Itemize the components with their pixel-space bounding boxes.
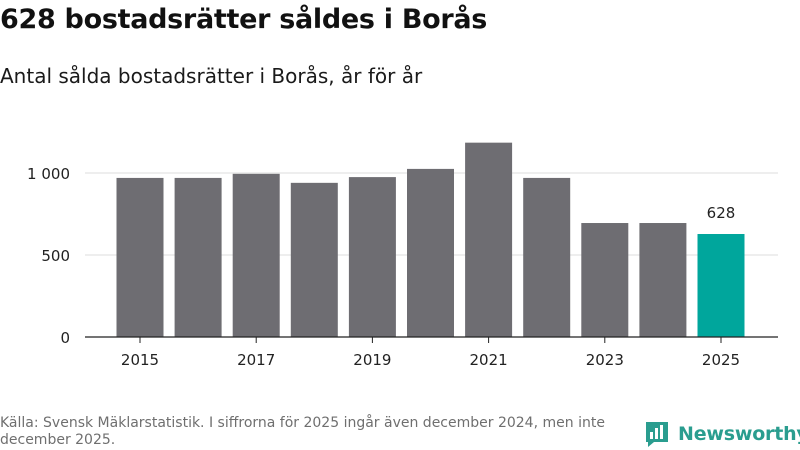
x-tick-label: 2023	[586, 351, 624, 369]
bar-2024	[639, 223, 687, 337]
bar-2022	[523, 177, 571, 337]
brand-logo: Newsworthy	[644, 420, 800, 448]
bar-2020	[407, 168, 454, 337]
bar-2023	[581, 223, 629, 337]
chart-title: 628 bostadsrätter såldes i Borås	[0, 4, 488, 35]
x-tick-label: 2019	[353, 351, 391, 369]
value-label: 628	[707, 204, 736, 222]
x-tick-label: 2015	[121, 351, 159, 369]
y-tick-label: 0	[60, 329, 70, 347]
bar-chart: 0 500 1 000 628 2015 2017 2019 2021 2023 2025	[27, 142, 778, 369]
y-tick-label: 500	[41, 247, 70, 265]
x-tick-label: 2017	[237, 351, 275, 369]
y-tick-label: 1 000	[27, 165, 70, 183]
bar-2019	[348, 177, 396, 337]
chart-subtitle: Antal sålda bostadsrätter i Borås, år fö…	[0, 64, 423, 88]
x-tick-label: 2025	[702, 351, 740, 369]
x-tick-label: 2021	[470, 351, 508, 369]
bar-chart-logo-icon	[646, 422, 668, 447]
bar-2025	[697, 234, 745, 337]
bar-2018	[290, 182, 338, 337]
bar-2017	[232, 173, 280, 337]
bar-2016	[174, 177, 222, 337]
bar-2015	[116, 177, 164, 337]
brand-name: Newsworthy	[678, 423, 800, 445]
bar-2021	[465, 142, 513, 337]
source-note: Källa: Svensk Mäklarstatistik. I siffror…	[0, 415, 605, 448]
